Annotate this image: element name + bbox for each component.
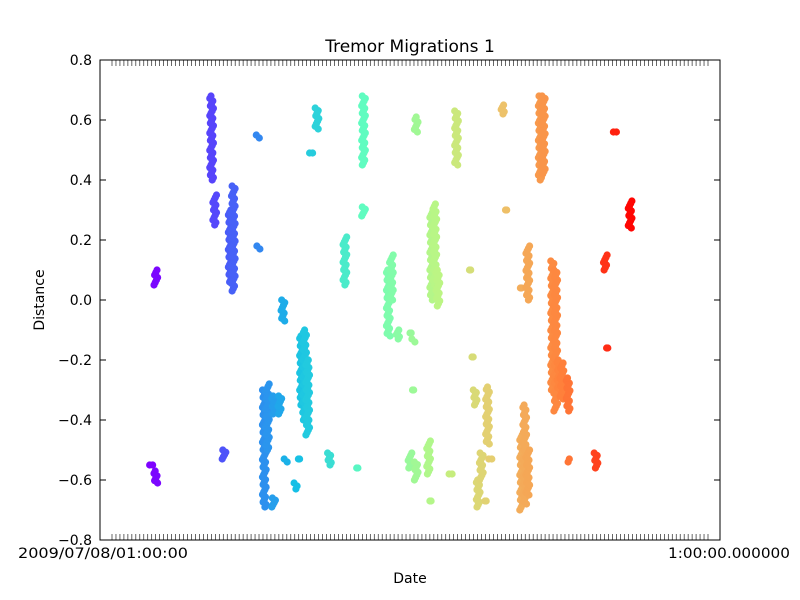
- y-tick-label: −0.4: [58, 413, 92, 429]
- data-point: [469, 353, 477, 361]
- data-point: [296, 455, 304, 463]
- data-point: [265, 380, 273, 388]
- data-point: [269, 392, 277, 400]
- data-point: [469, 386, 477, 394]
- data-point: [278, 296, 286, 304]
- data-point: [550, 266, 558, 274]
- data-point: [228, 182, 236, 190]
- y-tick-label: 0.6: [70, 113, 92, 129]
- data-point: [311, 104, 319, 112]
- data-point: [433, 266, 441, 274]
- y-tick-label: 0.2: [70, 233, 92, 249]
- data-point: [219, 446, 227, 454]
- data-point: [520, 401, 528, 409]
- points-layer: [146, 92, 636, 514]
- y-axis-label: Distance: [32, 269, 48, 330]
- data-point: [290, 479, 298, 487]
- data-point: [324, 449, 332, 457]
- data-point: [604, 344, 612, 352]
- data-point: [412, 113, 420, 121]
- y-tick-label: 0.0: [70, 293, 92, 309]
- data-point: [252, 131, 260, 139]
- x-tick-labels-overlapping: 2009/07/08/01:00:00: [18, 546, 188, 562]
- data-point: [467, 266, 475, 274]
- data-point: [343, 233, 351, 241]
- data-point: [538, 92, 546, 100]
- data-point: [253, 242, 261, 250]
- data-point: [306, 149, 314, 157]
- data-point: [408, 335, 416, 343]
- data-point: [151, 467, 159, 475]
- data-point: [427, 497, 435, 505]
- y-tick-label: −0.6: [58, 473, 92, 489]
- data-point: [395, 326, 403, 334]
- y-tick-label: 0.4: [70, 173, 92, 189]
- data-point: [451, 107, 459, 115]
- data-point: [483, 383, 492, 391]
- data-point: [407, 329, 415, 337]
- data-point: [482, 497, 490, 505]
- chart-title: Tremor Migrations 1: [324, 37, 495, 57]
- y-tick-label: −0.2: [58, 353, 92, 369]
- data-point: [358, 92, 366, 100]
- data-point: [559, 359, 567, 367]
- y-tick-label: 0.8: [70, 53, 92, 69]
- data-point: [563, 374, 572, 382]
- data-point: [301, 326, 309, 334]
- data-point: [485, 455, 493, 463]
- x-tick-labels-overlapping-right: 1:00:00.000000: [668, 546, 790, 562]
- data-point: [207, 92, 215, 100]
- data-point: [628, 197, 636, 205]
- data-point: [304, 356, 312, 364]
- data-point: [526, 242, 534, 250]
- y-axis: −0.8 −0.6 −0.4 −0.2 0.0 0.2 0.4 0.6 0.8: [58, 53, 720, 549]
- data-point: [275, 392, 283, 400]
- data-point: [590, 449, 598, 457]
- data-point: [389, 251, 397, 259]
- data-point: [526, 446, 534, 454]
- data-point: [410, 458, 418, 466]
- data-point: [212, 191, 221, 199]
- data-point: [354, 464, 362, 472]
- data-point: [503, 206, 511, 214]
- y-tick-label: −0.8: [58, 533, 92, 549]
- data-point: [603, 251, 611, 259]
- x-axis-label: Date: [393, 571, 426, 587]
- data-point: [358, 203, 366, 211]
- data-point: [609, 128, 618, 136]
- data-point: [547, 257, 555, 265]
- data-point: [280, 455, 288, 463]
- data-point: [268, 494, 276, 502]
- data-point: [410, 386, 418, 394]
- data-point: [565, 455, 573, 463]
- data-point: [426, 437, 434, 445]
- data-point: [408, 449, 416, 457]
- data-point: [476, 449, 484, 457]
- data-point: [445, 470, 453, 478]
- data-point: [500, 101, 508, 109]
- data-point: [146, 461, 154, 469]
- x-axis: [111, 60, 709, 540]
- data-point: [153, 266, 161, 274]
- data-point: [431, 200, 439, 208]
